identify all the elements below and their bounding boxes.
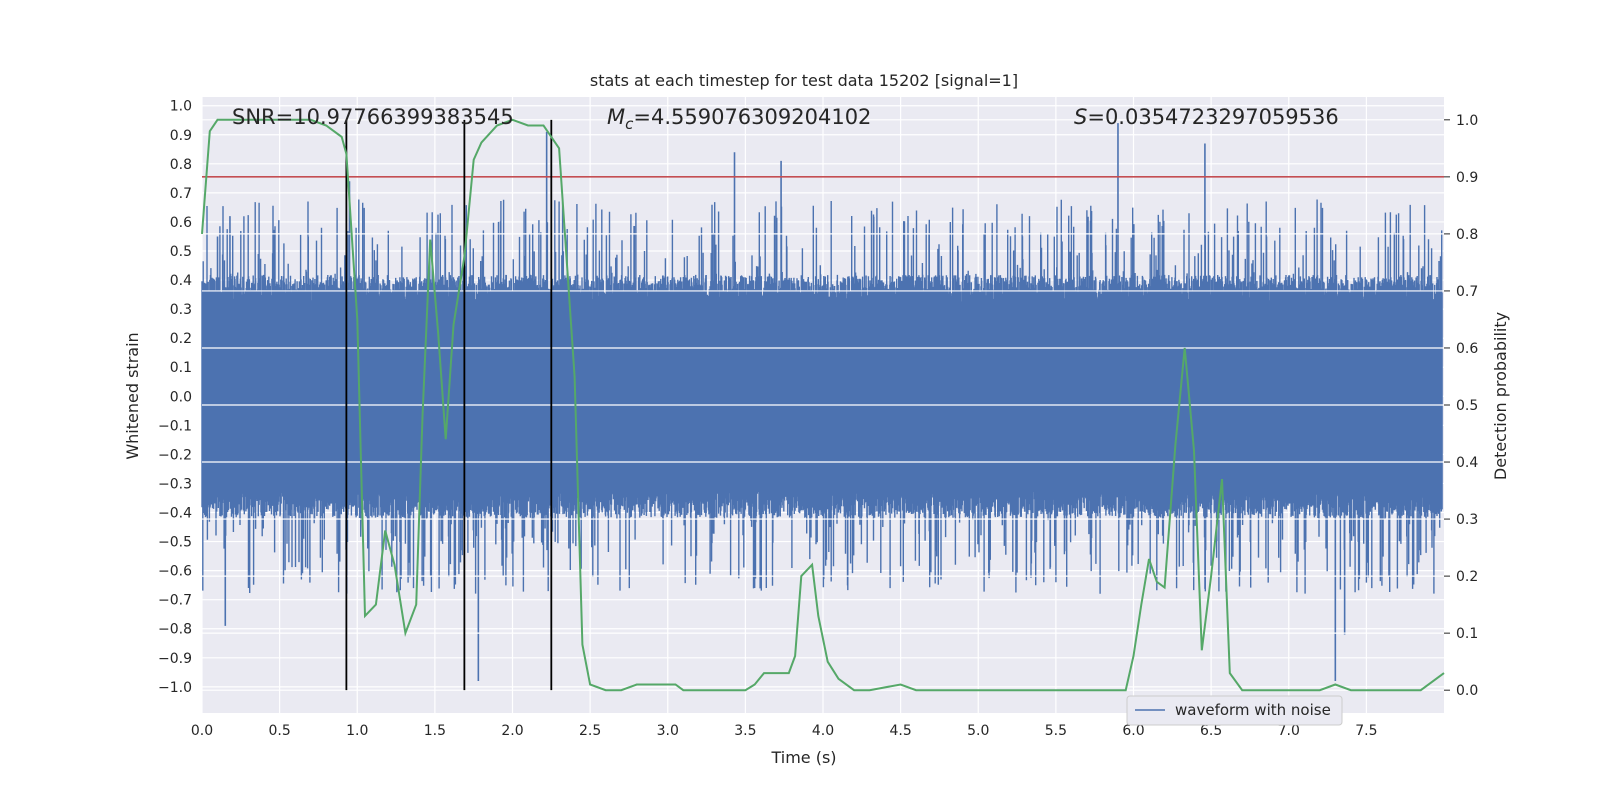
y-tick-label: −0.9 [158, 651, 192, 667]
y-tick-label: 0.2 [170, 331, 192, 347]
y2-tick-label: 0.4 [1456, 455, 1478, 471]
snr-annotation: SNR=10.97766399383545 [232, 105, 514, 129]
y2-tick-label: 0.8 [1456, 227, 1478, 243]
y2-tick-label: 0.1 [1456, 626, 1478, 642]
y2-axis-ticks: 1.0 0.9 0.8 0.7 0.6 0.5 0.4 0.3 0.2 0.1 0.0 [1444, 113, 1478, 699]
y-tick-label: −0.7 [158, 593, 192, 609]
y-tick-label: 0.7 [170, 186, 192, 202]
y2-tick-label: 0.5 [1456, 398, 1478, 414]
y-axis-ticks: 1.0 0.9 0.8 0.7 0.6 0.5 0.4 0.3 0.2 0.1 0.0 −0.1 −0.… [158, 99, 192, 696]
y-tick-label: −0.6 [158, 564, 192, 580]
detection-probability-series [201, 118, 1445, 692]
y-tick-label: 0.1 [170, 360, 192, 376]
y-tick-label: 0.9 [170, 128, 192, 144]
y-tick-label: 1.0 [170, 99, 192, 115]
y-tick-label: −0.8 [158, 622, 192, 638]
y-tick-label: 0.5 [170, 244, 192, 260]
y2-axis-label: Detection probability [1491, 312, 1510, 480]
y-axis-label: Whitened strain [123, 332, 142, 459]
x-tick-label: 6.5 [1200, 723, 1222, 739]
vertical-markers [345, 119, 553, 691]
chirp-mass-subscript: c [625, 115, 634, 133]
waveform-peaks [216, 123, 1346, 682]
y-tick-label: −0.4 [158, 506, 192, 522]
y-tick-label: 0.3 [170, 302, 192, 318]
y2-tick-label: 0.6 [1456, 341, 1478, 357]
x-tick-label: 0.0 [191, 723, 213, 739]
chirp-mass-annotation: Mc=4.559076309204102 [607, 105, 871, 133]
y2-tick-label: 0.0 [1456, 683, 1478, 699]
chirp-mass-symbol: M [607, 105, 625, 129]
y2-tick-label: 0.2 [1456, 569, 1478, 585]
x-tick-label: 2.5 [579, 723, 601, 739]
s-symbol: S [1074, 105, 1087, 129]
x-tick-label: 7.5 [1355, 723, 1377, 739]
x-tick-label: 3.0 [657, 723, 679, 739]
x-axis-ticks: 0.0 0.5 1.0 1.5 2.0 2.5 3.0 3.5 4.0 4.5 5.0 5.5 6.0 6… [191, 723, 1378, 739]
x-tick-label: 5.5 [1045, 723, 1067, 739]
x-tick-label: 1.5 [424, 723, 446, 739]
x-tick-label: 5.0 [967, 723, 989, 739]
x-axis-label: Time (s) [770, 748, 836, 767]
x-tick-label: 7.0 [1278, 723, 1300, 739]
y-tick-label: −0.1 [158, 418, 192, 434]
y2-tick-label: 0.9 [1456, 170, 1478, 186]
y-tick-label: −0.2 [158, 447, 192, 463]
legend-box [1126, 695, 1343, 726]
y2-tick-label: 0.7 [1456, 284, 1478, 300]
chirp-mass-value: =4.559076309204102 [633, 105, 871, 129]
y2-tick-label: 0.3 [1456, 512, 1478, 528]
s-annotation: S=0.0354723297059536 [1074, 105, 1339, 129]
x-tick-label: 6.0 [1122, 723, 1144, 739]
s-value: =0.0354723297059536 [1087, 105, 1338, 129]
x-tick-label: 3.5 [734, 723, 756, 739]
y-tick-label: 0.8 [170, 157, 192, 173]
grid-overlay [202, 119, 1444, 691]
y-tick-label: −1.0 [158, 680, 192, 696]
x-tick-label: 2.0 [501, 723, 523, 739]
x-tick-label: 1.0 [346, 723, 368, 739]
y-tick-label: −0.3 [158, 476, 192, 492]
y-tick-label: 0.6 [170, 215, 192, 231]
x-tick-label: 4.5 [889, 723, 911, 739]
y-tick-label: 0.4 [170, 273, 192, 289]
y2-tick-label: 1.0 [1456, 113, 1478, 129]
x-tick-label: 0.5 [268, 723, 290, 739]
y-tick-label: −0.5 [158, 535, 192, 551]
legend-waveform-label: waveform with noise [1175, 701, 1331, 719]
chart-title: stats at each timestep for test data 152… [590, 71, 1018, 90]
x-tick-label: 4.0 [812, 723, 834, 739]
y-tick-label: 0.0 [170, 389, 192, 405]
legend: waveform with noise [1126, 695, 1343, 726]
